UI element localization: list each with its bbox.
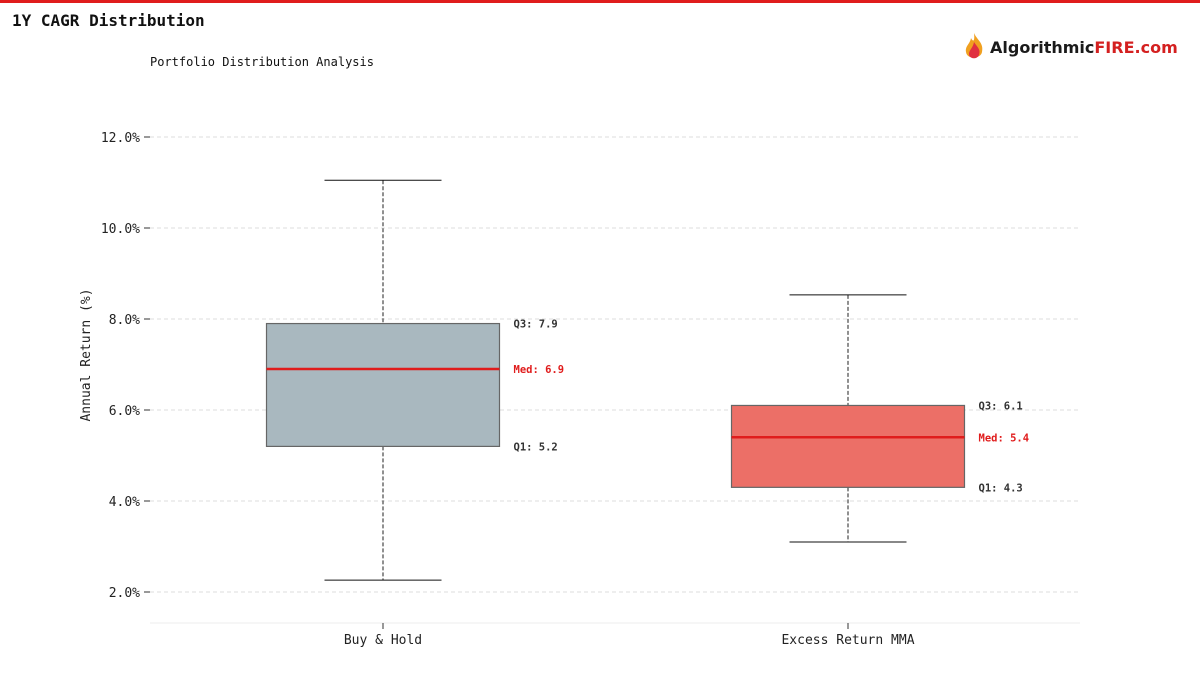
x-tick-label: Buy & Hold: [344, 633, 422, 648]
y-tick-label: 10.0%: [101, 222, 140, 237]
y-tick-label: 12.0%: [101, 131, 140, 146]
logo-text-algorithmic: Algorithmic: [990, 37, 1095, 57]
flame-icon: [965, 33, 983, 59]
logo-text-fire: FIRE.com: [1094, 37, 1178, 57]
q1-label: Q1: 4.3: [979, 482, 1023, 494]
y-axis-label: Annual Return (%): [79, 288, 94, 421]
brand-logo: Algorithmic FIRE.com: [962, 32, 1178, 62]
q3-label: Q3: 7.9: [514, 319, 558, 331]
median-label: Med: 5.4: [979, 432, 1030, 444]
x-tick-label: Excess Return MMA: [781, 633, 914, 648]
chart-subtitle: Portfolio Distribution Analysis: [150, 55, 374, 69]
top-accent-bar: [0, 0, 1200, 3]
q3-label: Q3: 6.1: [979, 400, 1023, 412]
y-tick-label: 2.0%: [109, 586, 140, 601]
box: [730, 404, 966, 488]
y-tick-label: 4.0%: [109, 495, 140, 510]
page-title: 1Y CAGR Distribution: [12, 11, 205, 30]
y-tick-label: 6.0%: [109, 404, 140, 419]
y-tick-label: 8.0%: [109, 313, 140, 328]
median-label: Med: 6.9: [514, 364, 565, 376]
box: [265, 322, 501, 447]
q1-label: Q1: 5.2: [514, 441, 558, 453]
